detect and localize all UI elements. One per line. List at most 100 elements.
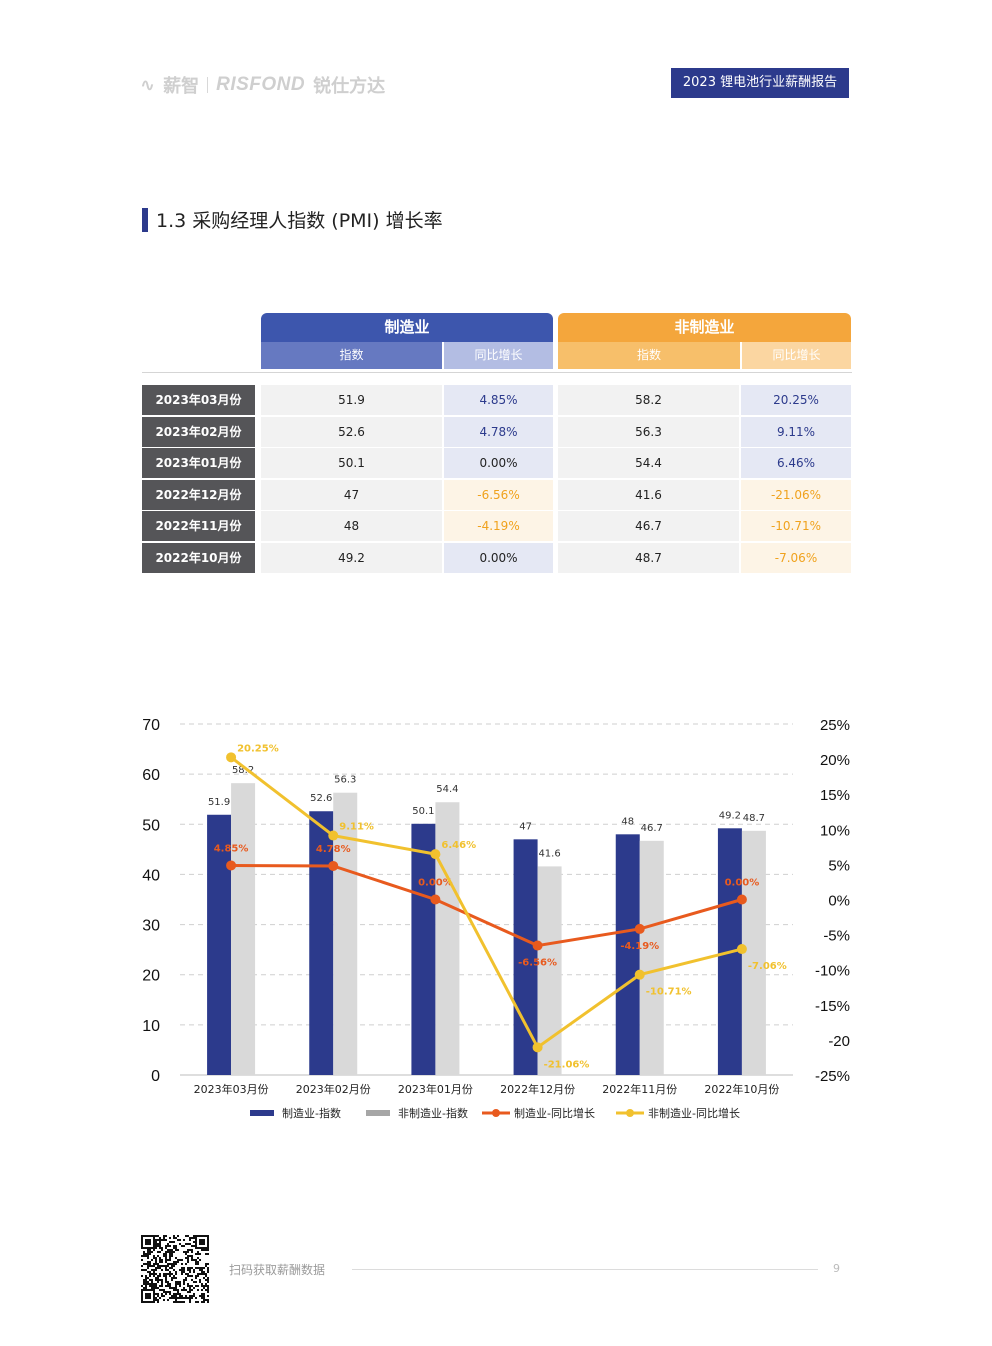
qr-module (183, 1271, 185, 1273)
qr-module (157, 1287, 159, 1289)
qr-module (161, 1281, 163, 1283)
qr-module (207, 1267, 209, 1269)
qr-module (163, 1235, 165, 1237)
qr-module (159, 1257, 161, 1259)
qr-module (173, 1287, 175, 1289)
qr-module (155, 1245, 157, 1247)
qr-module (155, 1235, 157, 1237)
qr-module (143, 1269, 145, 1271)
qr-module (207, 1301, 209, 1303)
qr-module (195, 1281, 197, 1283)
qr-module (189, 1295, 191, 1297)
qr-module (141, 1255, 143, 1257)
bar-data-label: 48 (621, 816, 634, 827)
subheader-mfg-index: 指数 (261, 342, 442, 369)
qr-module (177, 1249, 179, 1251)
qr-module (161, 1265, 163, 1267)
qr-module (181, 1271, 183, 1273)
qr-module (169, 1237, 171, 1239)
left-axis-tick: 50 (142, 817, 160, 834)
qr-module (167, 1243, 169, 1245)
qr-module (205, 1273, 207, 1275)
qr-module (197, 1267, 199, 1269)
cell-non-growth: 20.25% (741, 385, 851, 415)
qr-module (165, 1293, 167, 1295)
qr-module (157, 1277, 159, 1279)
qr-module (183, 1251, 185, 1253)
qr-module (165, 1239, 167, 1241)
qr-module (149, 1275, 151, 1277)
qr-module (171, 1295, 173, 1297)
qr-module (171, 1279, 173, 1281)
qr-module (149, 1271, 151, 1273)
qr-module (171, 1249, 173, 1251)
qr-module (177, 1291, 179, 1293)
qr-module (195, 1297, 197, 1299)
qr-module (169, 1259, 171, 1261)
qr-module (197, 1263, 199, 1265)
bar-data-label: 54.4 (436, 784, 458, 795)
qr-module (207, 1287, 209, 1289)
left-axis-tick: 70 (142, 717, 160, 734)
brand-wave-icon: ∿ (140, 74, 156, 96)
qr-module (165, 1257, 167, 1259)
qr-module (199, 1269, 201, 1271)
qr-module (155, 1261, 157, 1263)
qr-module (145, 1293, 151, 1299)
legend-swatch (250, 1110, 274, 1116)
qr-module (191, 1251, 193, 1253)
qr-module (177, 1261, 179, 1263)
left-axis-tick: 0 (151, 1068, 160, 1085)
qr-module (169, 1263, 171, 1265)
qr-module (187, 1269, 189, 1271)
cell-non-index: 46.7 (558, 511, 739, 541)
bar-mfg-index (513, 839, 538, 1075)
qr-module (193, 1295, 195, 1297)
qr-module (191, 1295, 193, 1297)
legend-label: 非制造业-同比增长 (648, 1106, 740, 1120)
qr-module (145, 1239, 151, 1245)
qr-code-image (141, 1235, 209, 1303)
section-heading-bar (142, 207, 148, 232)
qr-module (183, 1281, 185, 1283)
qr-module (199, 1259, 201, 1261)
qr-module (207, 1249, 209, 1251)
qr-module (193, 1259, 195, 1261)
qr-module (175, 1273, 177, 1275)
qr-module (189, 1291, 191, 1293)
qr-module (173, 1245, 175, 1247)
qr-module (185, 1263, 187, 1265)
table-row: 2023年03月份 51.9 4.85% 58.2 20.25% (142, 385, 852, 417)
qr-module (203, 1267, 205, 1269)
legend-label: 制造业-同比增长 (514, 1106, 595, 1120)
qr-module (205, 1279, 207, 1281)
qr-module (159, 1297, 161, 1299)
qr-module (173, 1289, 175, 1291)
line-data-label: -10.71% (646, 987, 692, 998)
qr-module (165, 1275, 167, 1277)
qr-module (163, 1239, 165, 1241)
qr-module (187, 1285, 189, 1287)
qr-module (173, 1277, 175, 1279)
table-row: 2023年02月份 52.6 4.78% 56.3 9.11% (142, 416, 852, 449)
qr-module (187, 1283, 189, 1285)
qr-module (203, 1295, 205, 1297)
qr-module (183, 1279, 185, 1281)
qr-module (187, 1249, 189, 1251)
qr-module (207, 1299, 209, 1301)
right-axis-tick: 0% (828, 893, 850, 910)
qr-module (183, 1269, 185, 1271)
qr-module (195, 1301, 197, 1303)
x-axis-tick: 2022年10月份 (704, 1082, 779, 1096)
qr-module (175, 1261, 177, 1263)
qr-module (145, 1263, 147, 1265)
qr-module (179, 1295, 181, 1297)
qr-module (157, 1243, 159, 1245)
qr-module (185, 1295, 187, 1297)
qr-module (173, 1235, 175, 1237)
qr-module (157, 1301, 159, 1303)
qr-module (157, 1281, 159, 1283)
qr-module (175, 1301, 177, 1303)
qr-module (173, 1247, 175, 1249)
qr-module (179, 1301, 181, 1303)
